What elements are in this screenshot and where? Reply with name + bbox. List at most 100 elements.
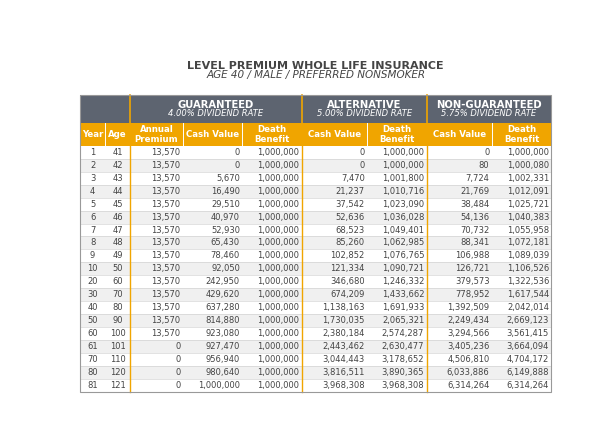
Text: 927,470: 927,470 bbox=[206, 342, 240, 351]
Text: 7,724: 7,724 bbox=[466, 174, 490, 183]
Bar bbox=[80, 353, 551, 366]
Text: 2,249,434: 2,249,434 bbox=[447, 316, 490, 325]
Text: GUARANTEED: GUARANTEED bbox=[178, 100, 254, 110]
Text: 106,988: 106,988 bbox=[455, 252, 490, 260]
Bar bbox=[80, 327, 551, 340]
Text: NON-GUARANTEED: NON-GUARANTEED bbox=[436, 100, 541, 110]
Text: 44: 44 bbox=[112, 187, 123, 196]
Text: 2,630,477: 2,630,477 bbox=[382, 342, 424, 351]
Text: 13,570: 13,570 bbox=[152, 148, 180, 157]
Text: 38,484: 38,484 bbox=[460, 200, 490, 209]
Text: LEVEL PREMIUM WHOLE LIFE INSURANCE: LEVEL PREMIUM WHOLE LIFE INSURANCE bbox=[187, 61, 444, 71]
Text: 121: 121 bbox=[110, 381, 126, 390]
Bar bbox=[80, 146, 551, 159]
Text: 1,000,000: 1,000,000 bbox=[257, 329, 299, 338]
Text: 4: 4 bbox=[90, 187, 95, 196]
Text: 1,000,000: 1,000,000 bbox=[257, 200, 299, 209]
Text: 778,952: 778,952 bbox=[455, 290, 490, 299]
Text: 2,065,321: 2,065,321 bbox=[382, 316, 424, 325]
Text: 47: 47 bbox=[112, 226, 123, 235]
Text: Death
Benefit: Death Benefit bbox=[504, 125, 539, 144]
Text: 2,669,123: 2,669,123 bbox=[506, 316, 549, 325]
Text: 4,506,810: 4,506,810 bbox=[447, 355, 490, 364]
Bar bbox=[242, 123, 302, 146]
Text: 5: 5 bbox=[90, 200, 95, 209]
Text: 68,523: 68,523 bbox=[336, 226, 365, 235]
Text: 1,000,000: 1,000,000 bbox=[257, 303, 299, 312]
Text: 1: 1 bbox=[90, 148, 95, 157]
Bar bbox=[80, 185, 551, 198]
Text: 13,570: 13,570 bbox=[152, 226, 180, 235]
Text: 1,072,181: 1,072,181 bbox=[507, 239, 549, 248]
Bar bbox=[80, 366, 551, 379]
Text: 20: 20 bbox=[87, 277, 98, 286]
Text: 13,570: 13,570 bbox=[152, 213, 180, 222]
Text: 5.00% DIVIDEND RATE: 5.00% DIVIDEND RATE bbox=[317, 109, 411, 118]
Text: 956,940: 956,940 bbox=[206, 355, 240, 364]
Text: 0: 0 bbox=[360, 161, 365, 170]
Text: 9: 9 bbox=[90, 252, 95, 260]
Text: 54,136: 54,136 bbox=[460, 213, 490, 222]
Text: 52,930: 52,930 bbox=[211, 226, 240, 235]
Text: 1,138,163: 1,138,163 bbox=[322, 303, 365, 312]
Text: 29,510: 29,510 bbox=[211, 200, 240, 209]
Text: 60: 60 bbox=[87, 329, 98, 338]
Bar bbox=[80, 172, 551, 185]
Text: 50: 50 bbox=[112, 264, 123, 273]
Text: 80: 80 bbox=[112, 303, 123, 312]
Text: 100: 100 bbox=[110, 329, 126, 338]
Text: 3,816,511: 3,816,511 bbox=[322, 368, 365, 377]
Bar bbox=[80, 236, 551, 249]
Text: 13,570: 13,570 bbox=[152, 200, 180, 209]
Text: 6,314,264: 6,314,264 bbox=[506, 381, 549, 390]
Bar bbox=[183, 123, 242, 146]
Text: 60: 60 bbox=[112, 277, 123, 286]
Text: 1,433,662: 1,433,662 bbox=[382, 290, 424, 299]
Text: 1,246,332: 1,246,332 bbox=[382, 277, 424, 286]
Text: 1,000,000: 1,000,000 bbox=[257, 316, 299, 325]
Text: 1,023,090: 1,023,090 bbox=[382, 200, 424, 209]
Bar bbox=[130, 95, 302, 123]
Text: 13,570: 13,570 bbox=[152, 174, 180, 183]
Text: 1,040,383: 1,040,383 bbox=[506, 213, 549, 222]
Text: 1,000,000: 1,000,000 bbox=[257, 148, 299, 157]
Text: 1,012,091: 1,012,091 bbox=[507, 187, 549, 196]
Bar bbox=[426, 123, 492, 146]
Text: 1,076,765: 1,076,765 bbox=[382, 252, 424, 260]
Text: Annual
Premium: Annual Premium bbox=[134, 125, 178, 144]
Text: 1,000,000: 1,000,000 bbox=[257, 239, 299, 248]
Text: 0: 0 bbox=[484, 148, 490, 157]
Text: 674,209: 674,209 bbox=[330, 290, 365, 299]
Text: 1,000,000: 1,000,000 bbox=[507, 148, 549, 157]
Text: Death
Benefit: Death Benefit bbox=[379, 125, 415, 144]
Text: 1,036,028: 1,036,028 bbox=[382, 213, 424, 222]
Text: 1,000,000: 1,000,000 bbox=[257, 381, 299, 390]
Text: 1,000,000: 1,000,000 bbox=[257, 174, 299, 183]
Text: 6,314,264: 6,314,264 bbox=[447, 381, 490, 390]
Text: 1,001,800: 1,001,800 bbox=[382, 174, 424, 183]
Text: 429,620: 429,620 bbox=[206, 290, 240, 299]
Text: 3,044,443: 3,044,443 bbox=[322, 355, 365, 364]
Text: 13,570: 13,570 bbox=[152, 161, 180, 170]
Text: 1,062,985: 1,062,985 bbox=[382, 239, 424, 248]
Text: 88,341: 88,341 bbox=[460, 239, 490, 248]
Text: 0: 0 bbox=[175, 355, 180, 364]
Text: 80: 80 bbox=[87, 368, 98, 377]
Text: 121,334: 121,334 bbox=[330, 264, 365, 273]
Text: 3,968,308: 3,968,308 bbox=[322, 381, 365, 390]
Text: 3,664,094: 3,664,094 bbox=[506, 342, 549, 351]
Text: 1,000,000: 1,000,000 bbox=[257, 290, 299, 299]
Text: 1,000,000: 1,000,000 bbox=[257, 342, 299, 351]
Bar bbox=[80, 262, 551, 275]
Text: 1,106,526: 1,106,526 bbox=[507, 264, 549, 273]
Text: 52,636: 52,636 bbox=[336, 213, 365, 222]
Text: 78,460: 78,460 bbox=[211, 252, 240, 260]
Bar bbox=[302, 123, 367, 146]
Text: 0: 0 bbox=[235, 148, 240, 157]
Bar bbox=[80, 379, 551, 392]
Text: 85,260: 85,260 bbox=[336, 239, 365, 248]
Text: 0: 0 bbox=[175, 342, 180, 351]
Text: 40: 40 bbox=[87, 303, 98, 312]
Text: 13,570: 13,570 bbox=[152, 316, 180, 325]
Bar bbox=[80, 223, 551, 236]
